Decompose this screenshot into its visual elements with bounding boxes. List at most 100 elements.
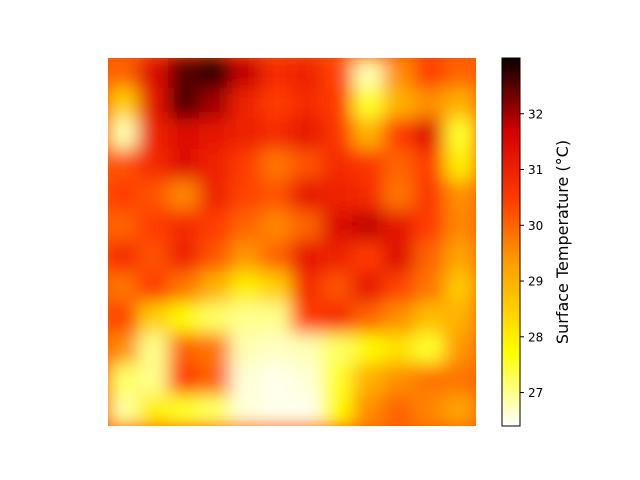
heatmap-cell xyxy=(444,210,476,243)
heatmap-cell xyxy=(413,271,447,305)
heatmap-plot xyxy=(108,58,476,426)
heatmap-cell xyxy=(383,333,416,366)
heatmap-cell xyxy=(137,241,171,274)
heatmap-cell xyxy=(199,58,232,90)
heatmap-cell xyxy=(383,363,416,397)
heatmap-cell xyxy=(413,118,447,151)
heatmap-cell xyxy=(229,363,263,397)
heatmap-cell xyxy=(260,302,293,335)
heatmap-cell xyxy=(168,118,201,151)
heatmap-cell xyxy=(108,149,140,182)
heatmap-cell xyxy=(137,363,171,397)
heatmap-cell xyxy=(413,179,447,213)
colorbar-tick-label: 30 xyxy=(528,219,543,233)
heatmap-cell xyxy=(199,210,232,243)
heatmap-cell xyxy=(108,58,140,90)
heatmap-cell xyxy=(108,394,140,426)
colorbar-tick-label: 29 xyxy=(528,275,543,289)
heatmap-cell xyxy=(168,179,201,213)
heatmap-cell xyxy=(199,363,232,397)
heatmap-cell xyxy=(108,271,140,305)
heatmap-cell xyxy=(444,241,476,274)
heatmap-cell xyxy=(321,179,355,213)
heatmap-cell xyxy=(444,271,476,305)
heatmap-cell xyxy=(383,149,416,182)
heatmap-cell xyxy=(229,149,263,182)
heatmap-cell xyxy=(229,179,263,213)
heatmap-cell xyxy=(383,302,416,335)
heatmap-cell xyxy=(413,302,447,335)
heatmap-cell xyxy=(260,87,293,121)
heatmap-cell xyxy=(321,394,355,426)
heatmap-cell xyxy=(413,394,447,426)
colorbar-tick-label: 28 xyxy=(528,330,543,344)
heatmap-cell xyxy=(108,363,140,397)
heatmap-cell xyxy=(444,363,476,397)
heatmap-cell xyxy=(352,149,385,182)
heatmap-cell xyxy=(291,394,324,426)
heatmap-cell xyxy=(137,394,171,426)
heatmap-cell xyxy=(444,333,476,366)
heatmap-cell xyxy=(199,333,232,366)
heatmap-cell xyxy=(413,363,447,397)
heatmap-cell xyxy=(108,118,140,151)
heatmap-cell xyxy=(199,394,232,426)
heatmap-cell xyxy=(291,58,324,90)
heatmap-cell xyxy=(137,87,171,121)
heatmap-cell xyxy=(321,333,355,366)
heatmap-cell xyxy=(413,58,447,90)
colorbar-tick-label: 32 xyxy=(528,107,543,121)
heatmap-cell xyxy=(291,179,324,213)
heatmap-cell xyxy=(352,210,385,243)
heatmap-cell xyxy=(137,333,171,366)
heatmap-cell xyxy=(260,333,293,366)
heatmap-cell xyxy=(321,58,355,90)
heatmap-cell xyxy=(168,333,201,366)
heatmap-cell xyxy=(413,241,447,274)
heatmap-cell xyxy=(444,118,476,151)
heatmap-cell xyxy=(168,87,201,121)
heatmap-cell xyxy=(383,87,416,121)
heatmap-cell xyxy=(352,363,385,397)
heatmap-cell xyxy=(321,241,355,274)
heatmap-cell xyxy=(137,302,171,335)
heatmap-cell xyxy=(229,271,263,305)
heatmap-cell xyxy=(168,302,201,335)
heatmap-cell xyxy=(229,87,263,121)
heatmap-cell xyxy=(260,210,293,243)
heatmap-cell xyxy=(291,87,324,121)
heatmap-cell xyxy=(108,87,140,121)
heatmap-cell xyxy=(444,58,476,90)
heatmap-cell xyxy=(199,179,232,213)
heatmap-cell xyxy=(168,58,201,90)
colorbar-tick-label: 31 xyxy=(528,163,543,177)
heatmap-cell xyxy=(291,271,324,305)
heatmap-cell xyxy=(352,241,385,274)
heatmap-cell xyxy=(168,241,201,274)
heatmap-cell xyxy=(291,333,324,366)
heatmap-cell xyxy=(108,241,140,274)
heatmap-cell xyxy=(352,333,385,366)
heatmap-cell xyxy=(137,58,171,90)
heatmap-cell xyxy=(444,149,476,182)
heatmap-cell xyxy=(168,363,201,397)
heatmap-cell xyxy=(137,149,171,182)
heatmap-cell xyxy=(260,271,293,305)
heatmap-cell xyxy=(352,118,385,151)
heatmap-cell xyxy=(229,58,263,90)
heatmap-cell xyxy=(108,333,140,366)
heatmap-cell xyxy=(352,271,385,305)
heatmap-cell xyxy=(137,118,171,151)
colorbar-tick-label: 27 xyxy=(528,386,543,400)
heatmap-cell xyxy=(260,149,293,182)
heatmap-cell xyxy=(137,271,171,305)
heatmap-cell xyxy=(321,210,355,243)
heatmap-cell xyxy=(321,87,355,121)
heatmap-cell xyxy=(199,271,232,305)
heatmap-cell xyxy=(199,87,232,121)
heatmap-cell xyxy=(444,179,476,213)
heatmap-cell xyxy=(137,210,171,243)
heatmap-cell xyxy=(260,58,293,90)
heatmap-cell xyxy=(413,210,447,243)
